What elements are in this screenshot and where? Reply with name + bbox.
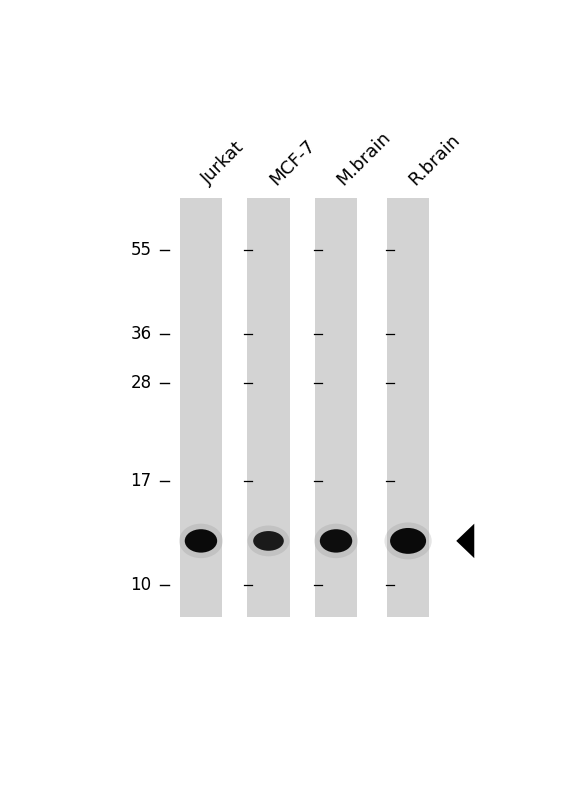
Text: 10: 10: [130, 576, 152, 594]
Text: 28: 28: [130, 374, 152, 392]
Bar: [387, 198, 429, 617]
Text: M.brain: M.brain: [333, 128, 394, 188]
Ellipse shape: [253, 531, 284, 550]
Text: 17: 17: [130, 472, 152, 490]
Text: MCF-7: MCF-7: [266, 136, 319, 188]
Ellipse shape: [390, 528, 426, 554]
Text: 36: 36: [130, 325, 152, 342]
Ellipse shape: [320, 530, 352, 553]
Text: Jurkat: Jurkat: [199, 138, 248, 188]
Ellipse shape: [385, 522, 432, 559]
Ellipse shape: [185, 530, 217, 553]
Text: 55: 55: [130, 242, 152, 259]
Ellipse shape: [314, 524, 358, 558]
Ellipse shape: [179, 524, 223, 558]
Polygon shape: [456, 524, 474, 558]
Bar: [247, 198, 290, 617]
Text: R.brain: R.brain: [406, 130, 464, 188]
Bar: [180, 198, 223, 617]
Bar: [315, 198, 357, 617]
Ellipse shape: [248, 526, 289, 556]
